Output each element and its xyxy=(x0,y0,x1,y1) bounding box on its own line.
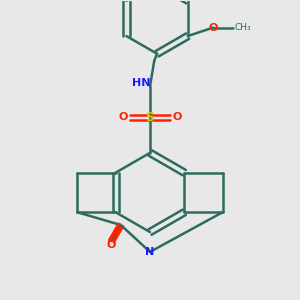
Text: CH₃: CH₃ xyxy=(235,23,251,32)
Text: HN: HN xyxy=(132,79,151,88)
Text: S: S xyxy=(146,111,154,124)
Text: O: O xyxy=(118,112,128,122)
Text: O: O xyxy=(172,112,182,122)
Text: O: O xyxy=(208,22,218,33)
Text: N: N xyxy=(146,247,154,257)
Text: O: O xyxy=(107,240,116,250)
